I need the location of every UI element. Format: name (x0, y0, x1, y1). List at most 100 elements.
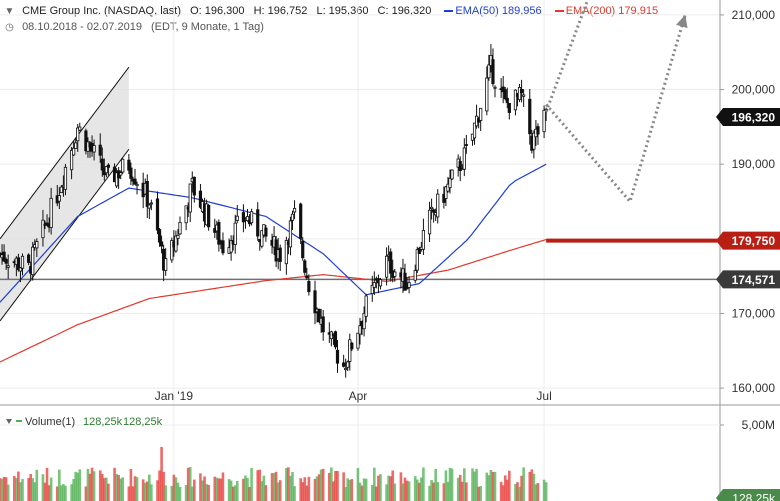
volume-bar (358, 482, 362, 501)
volume-bar (199, 473, 202, 501)
volume-bar (319, 469, 323, 501)
volume-bar (121, 477, 125, 501)
range-info: (EDT, 9 Monate, 1 Tag) (151, 21, 264, 33)
volume-bar (133, 476, 137, 501)
candle-body (317, 308, 321, 322)
clock-icon[interactable]: ◷ (5, 22, 14, 33)
volume-bar (201, 480, 204, 501)
volume-bar (219, 478, 223, 501)
volume-bar (107, 483, 110, 501)
volume-bar (379, 474, 382, 501)
volume-bar (436, 482, 440, 501)
volume-bar (544, 482, 548, 501)
volume-bar (377, 475, 380, 501)
volume-bar (413, 476, 417, 501)
volume-bar (303, 477, 307, 501)
candle-body (104, 166, 108, 174)
candle-body (121, 158, 125, 173)
candle-body (532, 132, 536, 150)
candle-body (2, 251, 6, 262)
volume-bar (321, 468, 325, 501)
volume-bar (270, 473, 274, 501)
candle-body (176, 234, 180, 239)
ema200-legend-value: 179,915 (618, 5, 659, 17)
volume-bar (399, 472, 403, 501)
candle-body (229, 240, 233, 253)
volume-bar (313, 478, 317, 501)
candle-body (342, 362, 346, 367)
candle-body (114, 172, 119, 187)
open-value: O: 196,300 (190, 5, 245, 17)
volume-bar (315, 476, 319, 501)
volume-bar (518, 486, 521, 501)
chevron-down-icon[interactable]: ▼ (4, 6, 15, 17)
candle-body (415, 249, 419, 271)
candle-body (217, 222, 221, 245)
candle-body (127, 159, 131, 171)
candle-body (358, 325, 362, 335)
volume-bar (178, 486, 182, 501)
volume-bar (258, 469, 262, 501)
volume-bar (373, 467, 376, 501)
volume-bar (485, 472, 489, 501)
volume-bar (534, 484, 538, 501)
volume-bar (78, 469, 82, 501)
volume-bar (393, 483, 397, 501)
volume-bar (407, 481, 411, 501)
candle-body (133, 178, 137, 185)
candle-body (364, 295, 368, 317)
candle-body (174, 235, 178, 252)
last-price-tag-text: 196,320 (732, 111, 776, 125)
candle-body (233, 222, 237, 245)
volume-bar (336, 470, 339, 501)
volume-bar (264, 485, 268, 501)
volume-bar (458, 474, 462, 501)
candle-body (45, 222, 49, 225)
projection-arrowhead (676, 14, 688, 29)
volume-bar (246, 478, 249, 501)
candle-body (303, 260, 307, 273)
candle-body (493, 86, 497, 89)
volume-bar (33, 482, 37, 501)
volume-bar (499, 481, 503, 501)
ema50-legend-label[interactable]: EMA(50) (455, 5, 499, 17)
volume-bar (522, 467, 525, 501)
candle-body (284, 240, 288, 265)
volume-bar (514, 483, 517, 501)
volume-bar (207, 484, 210, 501)
volume-bar (346, 478, 350, 501)
volume-bar (272, 472, 276, 501)
volume-bar (233, 485, 237, 501)
candle-body (155, 198, 160, 231)
candle-body (505, 97, 509, 104)
candle-body (464, 144, 468, 146)
volume-bar (129, 468, 133, 501)
volume-bar (17, 471, 20, 501)
volume-bar (242, 478, 245, 501)
volume-bar (127, 486, 131, 501)
candle-body (335, 349, 340, 364)
volume-chevron-down-icon (6, 419, 12, 424)
volume-bar (403, 477, 407, 501)
ema200-legend-label[interactable]: EMA(200) (565, 5, 616, 17)
candle-body (264, 227, 268, 237)
candle-body (344, 367, 348, 371)
candle-body (528, 98, 532, 135)
volume-bar (501, 485, 505, 501)
volume-bar (229, 480, 233, 501)
y-tick-label: 200,000 (732, 83, 776, 97)
candle-body (346, 361, 350, 368)
volume-bar (460, 481, 464, 501)
volume-bar (2, 477, 6, 501)
volume-bar (432, 482, 435, 501)
volume-bar (356, 468, 360, 501)
candle-body (235, 215, 239, 221)
candle-body (149, 202, 153, 205)
volume-bar (58, 469, 61, 501)
candle-body (170, 240, 174, 261)
candle-body (76, 127, 80, 142)
candle-body (192, 176, 196, 196)
volume-last-tag-text: 128,25k (732, 492, 776, 501)
volume-bar (62, 484, 65, 501)
